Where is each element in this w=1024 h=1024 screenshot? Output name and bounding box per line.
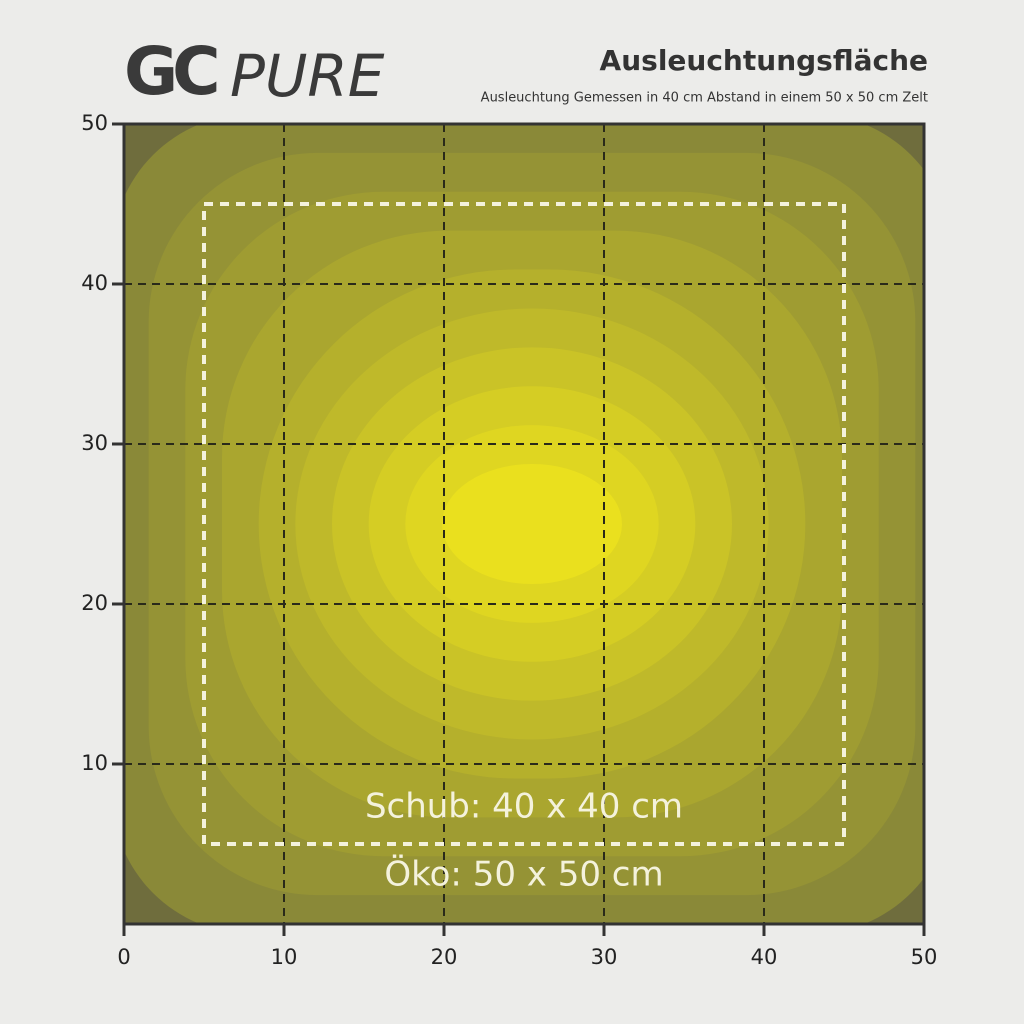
x-tick-label: 40 xyxy=(751,945,778,969)
x-tick-label: 20 xyxy=(431,945,458,969)
logo-mark: GC xyxy=(124,33,217,110)
region-label: Schub: 40 x 40 cm xyxy=(365,787,683,827)
y-tick-label: 20 xyxy=(81,591,108,615)
x-tick-label: 0 xyxy=(117,945,130,969)
x-tick-label: 30 xyxy=(591,945,618,969)
chart-title: Ausleuchtungsfläche xyxy=(600,44,928,77)
x-tick-label: 10 xyxy=(271,945,298,969)
logo-name: PURE xyxy=(230,42,385,110)
y-tick-label: 10 xyxy=(81,751,108,775)
region-outline xyxy=(202,202,846,846)
chart-subtitle: Ausleuchtung Gemessen in 40 cm Abstand i… xyxy=(481,91,928,106)
region-label: Öko: 50 x 50 cm xyxy=(384,854,663,895)
y-tick-label: 40 xyxy=(81,271,108,295)
plot-frame xyxy=(122,122,926,926)
x-tick-label: 50 xyxy=(911,945,938,969)
y-tick-label: 50 xyxy=(81,111,108,135)
y-tick-label: 30 xyxy=(81,431,108,455)
contour-level xyxy=(442,464,622,584)
